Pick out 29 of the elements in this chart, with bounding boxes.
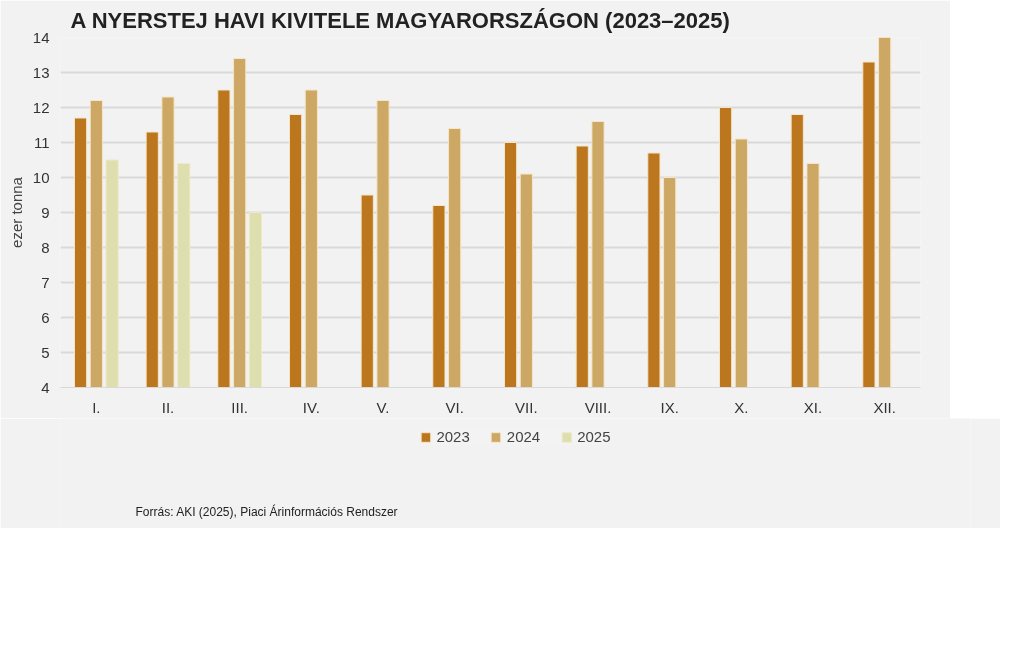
y-tick-label: 14 (32, 28, 50, 46)
y-tick-label: 11 (33, 133, 50, 151)
y-tick-label: 8 (41, 238, 50, 256)
legend-label: 2024 (506, 428, 541, 445)
x-tick-label: IV. (302, 398, 320, 416)
y-tick-label: 10 (32, 168, 50, 186)
y-tick-label: 6 (41, 308, 50, 326)
x-tick-label: VIII. (584, 398, 612, 416)
text: Forrás: AKI (2025), Piaci Árinformációs Rendszer (135, 503, 398, 519)
x-tick-label: I. (92, 398, 101, 416)
y-tick-label: 12 (32, 98, 50, 116)
y-tick-label: 9 (41, 203, 50, 221)
x-tick-label: X. (734, 398, 749, 416)
x-tick-label: XI. (803, 398, 823, 416)
y-tick-label: 4 (41, 378, 50, 396)
x-tick-label: III. (231, 398, 248, 416)
x-tick-label: IX. (660, 398, 679, 416)
y-tick-label: 7 (41, 273, 50, 291)
y-axis-title: ezer tonna (7, 176, 25, 248)
chart-title: A NYERSTEJ HAVI KIVITELE MAGYARORSZÁGON (2023–2025) (70, 7, 730, 33)
y-tick-label: 13 (32, 63, 50, 81)
y-tick-label: 5 (41, 343, 50, 361)
x-tick-label: XII. (873, 398, 896, 416)
x-tick-label: VI. (445, 398, 464, 416)
x-tick-label: II. (161, 398, 175, 416)
x-tick-label: V. (376, 398, 390, 416)
legend-label: 2023 (436, 428, 470, 445)
x-tick-label: VII. (515, 398, 538, 416)
legend-label: 2025 (577, 428, 611, 445)
